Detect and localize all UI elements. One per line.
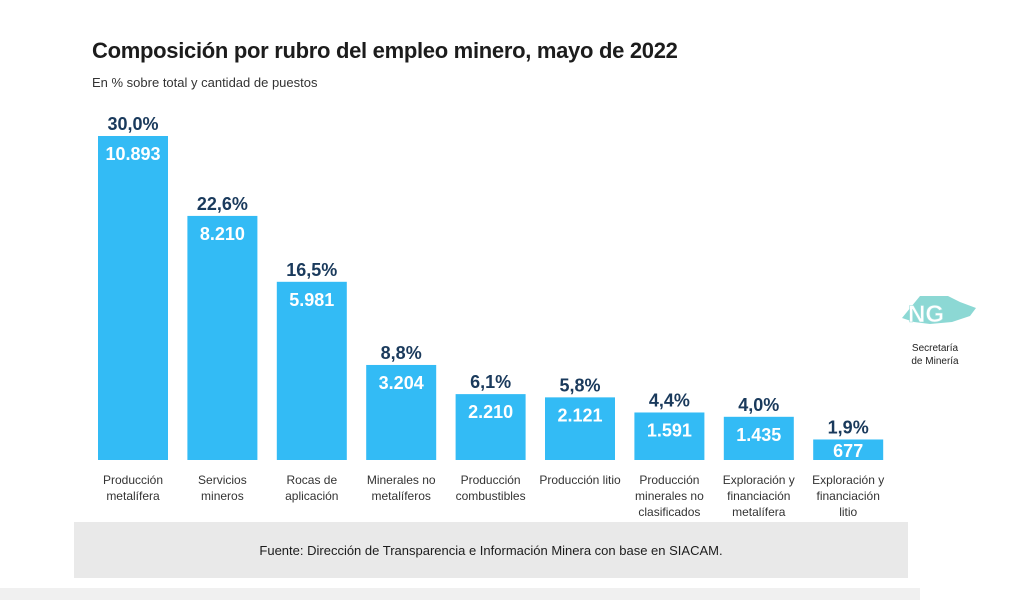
secretaria-mineria-logo: NG [902,296,976,328]
category-label-3-0: Minerales no [367,473,436,487]
logo-mark: NG [908,301,944,328]
bar-0 [98,136,168,460]
bar-5 [545,397,615,460]
percent-label-7: 4,0% [738,395,779,415]
count-label-3: 3.204 [379,373,424,393]
category-label-6-2: clasificados [638,505,700,519]
bar-7 [723,416,794,460]
category-label-3-1: metalíferos [372,489,431,503]
percent-label-8: 1,9% [828,417,869,437]
bar-6 [634,412,705,460]
chart-title: Composición por rubro del empleo minero,… [92,38,678,63]
chart-subtitle: En % sobre total y cantidad de puestos [92,75,318,90]
category-label-6-0: Producción [639,473,699,487]
category-label-5-0: Producción litio [539,473,621,487]
percent-label-0: 30,0% [107,114,158,134]
percent-label-3: 8,8% [381,343,422,363]
category-label-7-2: metalífera [732,505,786,519]
bar-2 [276,281,347,460]
category-label-8-2: litio [839,505,857,519]
source-text: Fuente: Dirección de Transparencia e Inf… [259,542,723,558]
category-label-2-1: aplicación [285,489,338,503]
percent-label-1: 22,6% [197,194,248,214]
count-label-4: 2.210 [468,402,513,422]
count-label-5: 2.121 [557,405,602,425]
category-label-4-0: Producción [461,473,521,487]
percent-label-5: 5,8% [559,375,600,395]
logo-line-2: de Minería [911,356,959,367]
count-label-6: 1.591 [647,420,692,440]
bottom-strip [0,588,920,600]
category-label-1-0: Servicios [198,473,247,487]
count-label-8: 677 [833,441,863,461]
bar-4 [455,394,526,460]
bar-8 [813,439,884,460]
bar-3 [366,364,437,460]
logo-line-1: Secretaría [911,343,959,354]
category-label-2-0: Rocas de [286,473,337,487]
category-label-0-0: Producción [103,473,163,487]
logo-caption: Secretaría de Minería [890,342,980,368]
count-label-2: 5.981 [289,290,334,310]
category-label-0-1: metalífera [106,489,160,503]
count-label-7: 1.435 [736,425,781,445]
percent-label-4: 6,1% [470,372,511,392]
category-label-7-1: financiación [727,489,790,503]
percent-label-2: 16,5% [286,260,337,280]
category-label-7-0: Exploración y [723,473,795,487]
percent-label-6: 4,4% [649,390,690,410]
category-label-6-1: minerales no [635,489,704,503]
count-label-0: 10.893 [105,144,160,164]
count-label-1: 8.210 [200,224,245,244]
category-label-4-1: combustibles [456,489,526,503]
bar-1 [187,215,258,460]
category-label-8-1: financiación [817,489,880,503]
category-label-1-1: mineros [201,489,244,503]
source-footer: Fuente: Dirección de Transparencia e Inf… [74,522,908,578]
category-label-8-0: Exploración y [812,473,884,487]
